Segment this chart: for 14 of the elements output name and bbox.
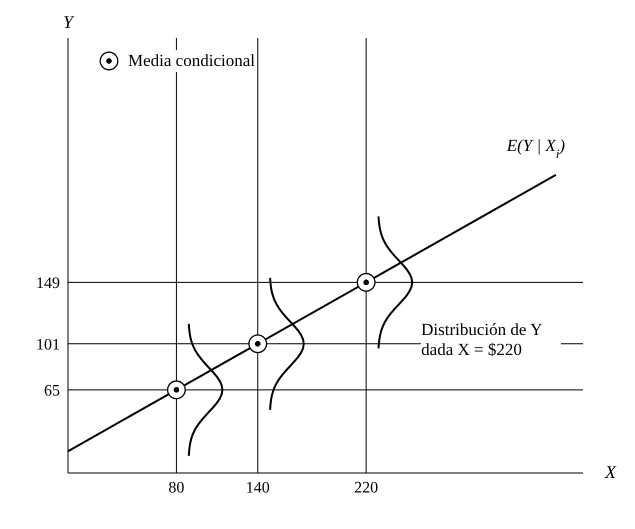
y-tick-label: 149	[36, 275, 60, 292]
point	[248, 334, 268, 354]
y-axis-title: Y	[62, 12, 75, 32]
legend-label: Media condicional	[128, 51, 255, 71]
x-tick-label: 140	[246, 479, 270, 496]
point	[166, 380, 186, 400]
x-tick-label: 220	[354, 479, 378, 496]
y-tick-label: 65	[44, 382, 60, 400]
x-axis-title: X	[604, 462, 617, 482]
annotation: Distribución de Y dada X = $220	[421, 320, 562, 360]
y-tick-label: 101	[36, 336, 60, 354]
series-label: E(Y | X$_{i}$)	[506, 136, 566, 161]
x-tick-label: 80	[168, 479, 184, 496]
point	[356, 272, 376, 292]
